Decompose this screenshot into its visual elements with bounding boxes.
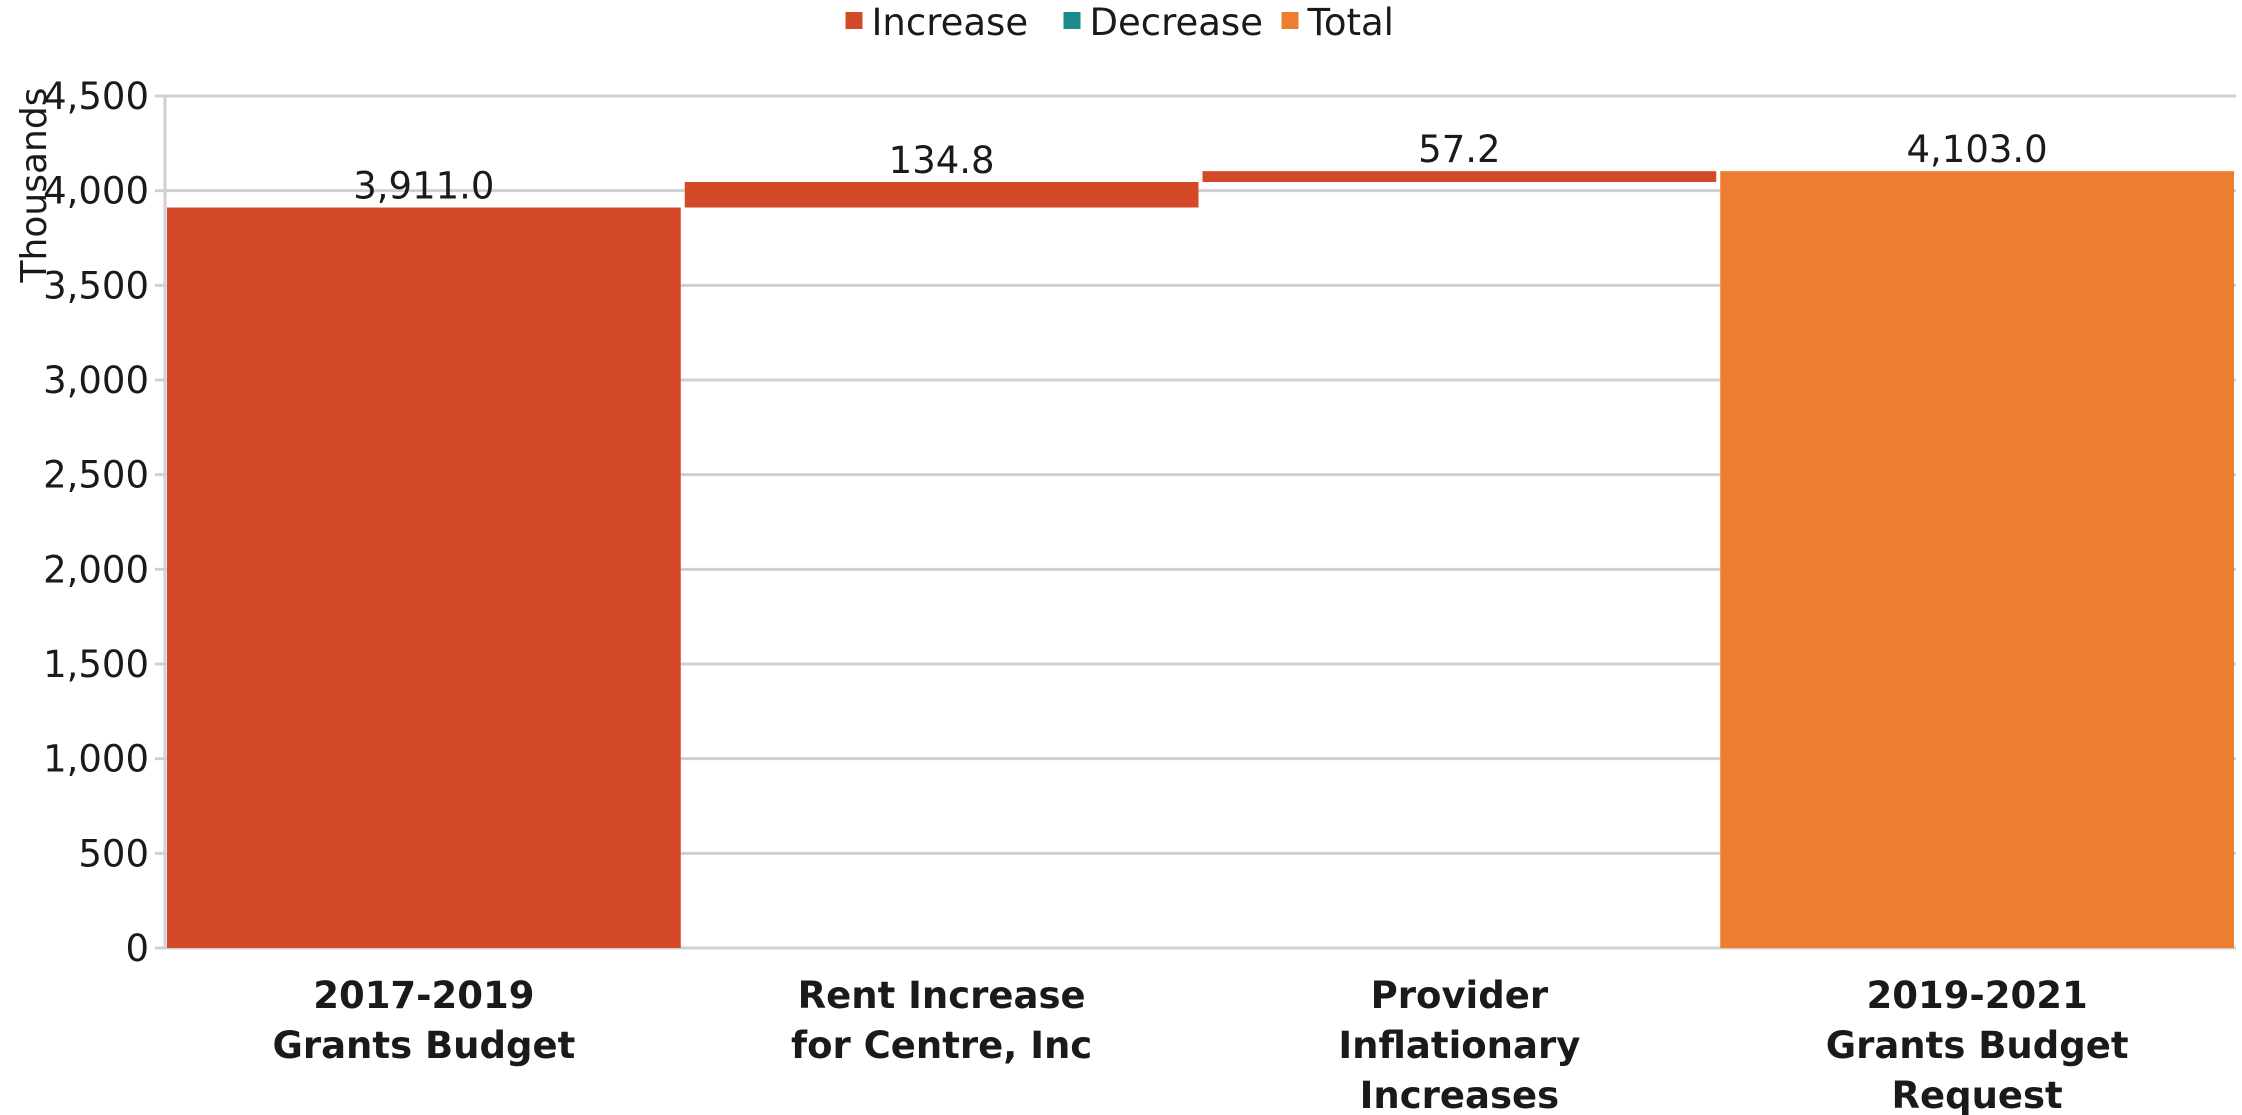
y-tick-label: 0: [125, 927, 149, 970]
legend-label-increase: Increase: [872, 1, 1029, 44]
data-label: 57.2: [1418, 128, 1500, 171]
legend-label-total: Total: [1307, 1, 1394, 44]
data-label: 3,911.0: [353, 165, 494, 208]
bar-increase: [1202, 171, 1717, 182]
category-label: Rent Increase for Centre, Inc: [791, 974, 1092, 1067]
y-tick-label: 1,000: [43, 738, 149, 781]
data-label: 4,103.0: [1907, 128, 2048, 171]
y-axis: 0 500 1,000 1,500 2,000 2,500 3,000 3,500 4,000 4…: [43, 75, 167, 970]
y-tick-label: 2,000: [43, 548, 149, 591]
bar-increase: [684, 181, 1199, 208]
y-tick-label: 4,000: [43, 170, 149, 213]
data-labels: 3,911.0 134.8 57.2 4,103.0: [353, 128, 2047, 207]
legend-swatch-increase: [845, 12, 863, 29]
y-tick-label: 3,000: [43, 359, 149, 402]
legend-label-decrease: Decrease: [1090, 1, 1263, 44]
bar-increase: [167, 207, 681, 948]
legend-swatch-decrease: [1063, 12, 1081, 29]
y-tick-label: 1,500: [43, 643, 149, 686]
y-tick-label: 4,500: [43, 75, 149, 118]
bars: [167, 171, 2234, 948]
category-label: 2017-2019 Grants Budget: [272, 974, 575, 1067]
y-tick-label: 2,500: [43, 454, 149, 497]
bar-total: [1720, 171, 2234, 948]
category-label: 2019-2021 Grants Budget Request: [1826, 974, 2129, 1115]
category-labels: 2017-2019 Grants Budget Rent Increase for C…: [272, 974, 2128, 1115]
y-tick-label: 500: [78, 832, 149, 875]
y-axis-title: Thousands: [14, 88, 55, 284]
category-label: Provider Inflationary Increases: [1338, 974, 1580, 1115]
data-label: 134.8: [889, 139, 995, 182]
y-tick-label: 3,500: [43, 264, 149, 307]
legend-swatch-total: [1281, 12, 1299, 29]
legend: Increase Decrease Total: [845, 1, 1394, 44]
